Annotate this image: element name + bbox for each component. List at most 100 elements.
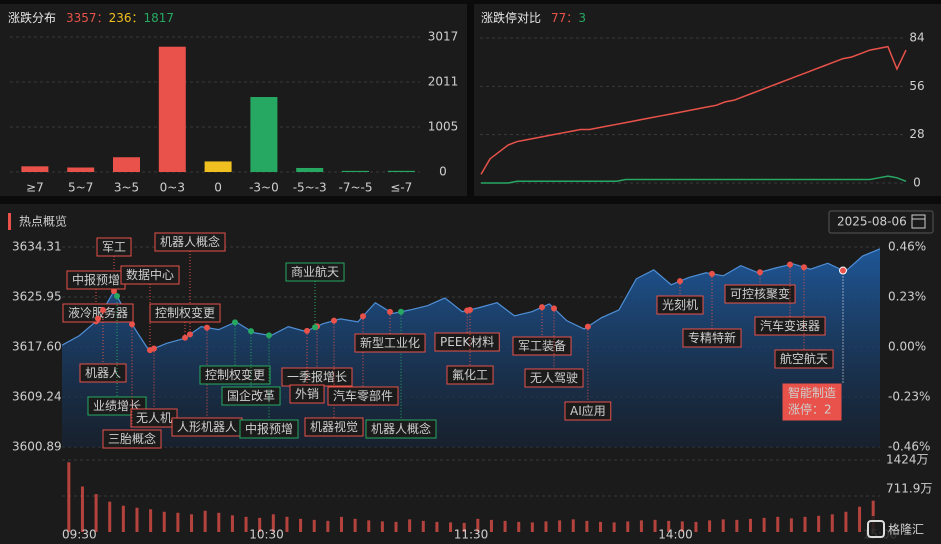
y-tick-label: 0 [439, 165, 447, 179]
calendar-icon[interactable] [911, 214, 926, 229]
volume-bar [449, 522, 453, 532]
volume-bar [190, 514, 194, 532]
annotation-dot [151, 345, 158, 352]
annotation: 机器人概念 [154, 232, 226, 338]
annotation: 外销 [289, 327, 325, 404]
annotation-dot [709, 270, 716, 277]
volume-bar [80, 486, 84, 532]
annotation-dot [95, 315, 102, 322]
bar [67, 167, 95, 172]
y-tick-label: 3600.89 [12, 440, 62, 454]
volume-bar [435, 521, 439, 532]
annotation-label: 机器人概念 [371, 421, 431, 436]
volume-bar [94, 494, 98, 532]
volume-bar [653, 519, 657, 532]
annotation-dot [331, 317, 338, 324]
annotation-dot [360, 313, 367, 320]
annotation: 机器人 [79, 307, 127, 383]
y2-tick-label: -0.23% [888, 390, 930, 404]
annotation: 机器人概念 [365, 308, 437, 439]
count: 1817 [144, 11, 175, 25]
annotation-label: 数据中心 [126, 267, 174, 282]
annotation-dot [266, 332, 273, 339]
x-tick-label: 11:30 [454, 528, 489, 542]
annotation-box [446, 365, 494, 385]
y2-tick-label: -0.46% [888, 440, 930, 454]
volume-bar [176, 512, 180, 532]
volume-tick-label: 711.9万 [886, 482, 932, 496]
annotation-dot [839, 266, 847, 275]
annotation-dot [100, 307, 107, 314]
date-picker[interactable]: 2025-08-06 [828, 210, 934, 234]
annotation-box [199, 365, 271, 385]
volume-bar [667, 520, 671, 532]
count: 236 [109, 11, 132, 25]
volume-bar [776, 516, 780, 532]
y-tick-label: 3617.60 [12, 340, 62, 354]
annotation-dot [248, 328, 255, 335]
annotation-dot [398, 308, 405, 315]
annotation-label: 智能制造 [788, 385, 836, 400]
volume-bar [544, 521, 548, 532]
annotation: 无人机 [130, 345, 178, 428]
volume-bar [217, 512, 221, 532]
volume-bar [462, 522, 466, 532]
annotation: 军工 [96, 237, 132, 295]
annotation-label: 专精特新 [688, 330, 736, 345]
annotation-label: 无人机 [136, 411, 172, 425]
title: 涨跌停对比 [481, 10, 541, 25]
volume-bar [639, 520, 643, 532]
y-tick-label: 1005 [428, 120, 459, 134]
volume-bar [258, 517, 262, 532]
annotation-label: AI应用 [570, 403, 606, 418]
bar [250, 97, 278, 172]
date-box[interactable] [828, 210, 934, 234]
annotation-label: 机器人 [85, 366, 121, 380]
annotation-box [656, 295, 704, 315]
y2-tick-label: 0.23% [888, 290, 926, 304]
x-tick-label: ≤-7 [390, 181, 412, 195]
annotation-dot [204, 324, 211, 331]
volume-bar [585, 520, 589, 532]
y-tick-label: 3609.24 [12, 390, 62, 404]
annotation-label: 军工装备 [518, 339, 566, 353]
annotation-label: 汽车变速器 [760, 318, 820, 333]
volume-bar [367, 520, 371, 532]
annotation-label: 三胎概念 [108, 431, 156, 446]
annotation-dot [232, 319, 239, 326]
volume-bar [503, 520, 507, 532]
annotation: AI应用 [564, 323, 612, 421]
annotation-dot [129, 321, 136, 328]
y-tick-label: 3625.95 [12, 290, 62, 304]
volume-bar [735, 519, 739, 532]
annotation-box [221, 386, 281, 406]
volume-bar [108, 501, 112, 532]
volume-bar [421, 520, 425, 532]
annotation-label: 机器视觉 [310, 419, 358, 434]
panel-limit [474, 4, 941, 196]
annotation-label: 一季报增长 [287, 369, 347, 384]
annotation-label: PEEK材料 [440, 335, 494, 349]
series-line [480, 45, 907, 175]
volume-tick-label: 1424万 [886, 453, 929, 467]
annotation-label: 商业航天 [291, 264, 339, 279]
volume-bar [694, 521, 698, 532]
annotation-label: 军工 [102, 240, 126, 254]
annotation-box [327, 386, 399, 406]
volume-bar [353, 518, 357, 532]
annotation-dot [801, 264, 808, 271]
volume-bar [558, 520, 562, 532]
annotation-box [782, 383, 842, 421]
annotation-label: 无人驾驶 [530, 370, 578, 385]
volume-bar [394, 521, 398, 532]
volume-bar [271, 514, 275, 532]
x-tick-label: 3~5 [114, 181, 139, 195]
annotation: PEEK材料 [434, 307, 500, 352]
y-tick-label: 3634.31 [12, 240, 62, 254]
annotation-dot [387, 308, 394, 315]
header-distribution: 涨跌分布 3357：236：1817 [8, 10, 174, 25]
date[interactable]: 2025-08-06 [837, 215, 907, 229]
y-tick-label: 28 [909, 127, 924, 141]
annotation: 军工装备 [512, 304, 572, 356]
